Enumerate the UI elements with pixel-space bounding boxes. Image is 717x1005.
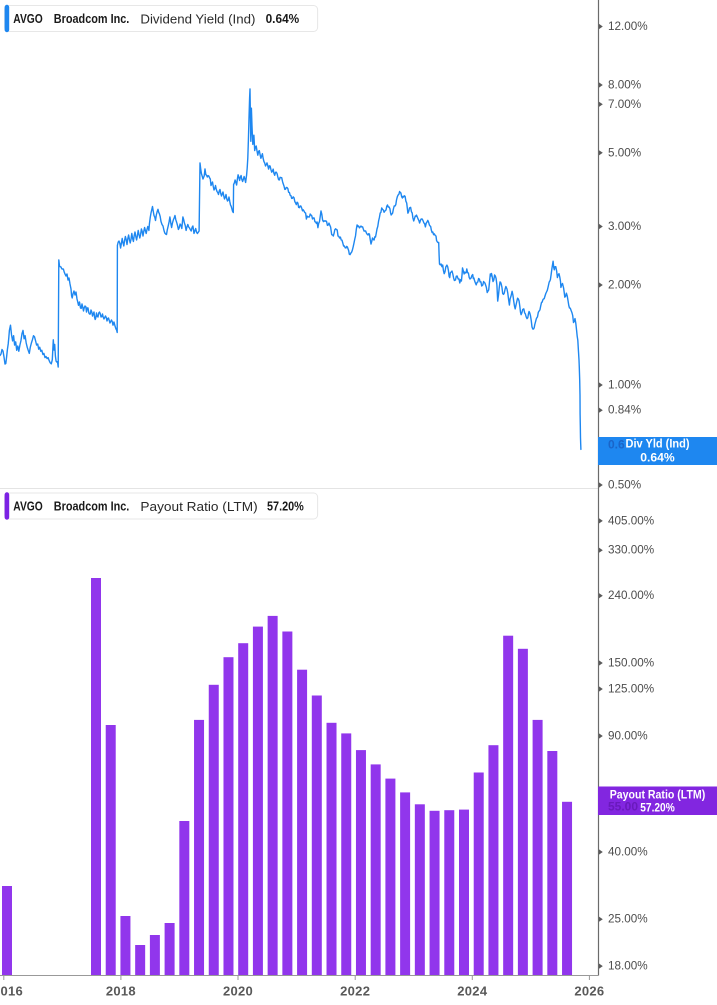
svg-text:2.00%: 2.00% bbox=[608, 279, 641, 292]
svg-text:Payout Ratio (LTM): Payout Ratio (LTM) bbox=[140, 499, 257, 514]
svg-text:55.00: 55.00 bbox=[608, 800, 638, 814]
svg-text:125.00%: 125.00% bbox=[608, 683, 654, 696]
svg-text:5.00%: 5.00% bbox=[608, 146, 641, 159]
svg-text:0.84%: 0.84% bbox=[608, 404, 641, 417]
svg-text:Payout Ratio (LTM): Payout Ratio (LTM) bbox=[610, 790, 706, 802]
svg-text:25.00%: 25.00% bbox=[608, 913, 648, 926]
svg-text:0.64%: 0.64% bbox=[640, 451, 675, 465]
svg-text:40.00%: 40.00% bbox=[608, 846, 648, 859]
svg-text:2024: 2024 bbox=[457, 983, 488, 998]
svg-text:12.00%: 12.00% bbox=[608, 20, 648, 33]
svg-text:57.20%: 57.20% bbox=[640, 801, 675, 815]
svg-text:7.00%: 7.00% bbox=[608, 98, 641, 111]
svg-text:90.00%: 90.00% bbox=[608, 730, 648, 743]
svg-text:0.64%: 0.64% bbox=[266, 12, 300, 26]
svg-text:2022: 2022 bbox=[340, 983, 370, 998]
svg-text:0.6: 0.6 bbox=[608, 438, 625, 452]
svg-text:2020: 2020 bbox=[223, 983, 253, 998]
svg-text:AVGO: AVGO bbox=[13, 12, 43, 26]
svg-text:Broadcom Inc.: Broadcom Inc. bbox=[54, 12, 130, 26]
svg-text:1.00%: 1.00% bbox=[608, 379, 641, 392]
svg-text:3.00%: 3.00% bbox=[608, 220, 641, 233]
svg-text:Broadcom Inc.: Broadcom Inc. bbox=[54, 500, 130, 514]
svg-text:2018: 2018 bbox=[106, 983, 136, 998]
svg-text:57.20%: 57.20% bbox=[267, 500, 304, 514]
svg-text:330.00%: 330.00% bbox=[608, 544, 654, 557]
svg-text:150.00%: 150.00% bbox=[608, 657, 654, 670]
svg-text:AVGO: AVGO bbox=[13, 500, 43, 514]
svg-text:240.00%: 240.00% bbox=[608, 589, 654, 602]
svg-text:2016: 2016 bbox=[0, 983, 23, 998]
svg-text:8.00%: 8.00% bbox=[608, 79, 641, 92]
svg-text:Div Yld (Ind): Div Yld (Ind) bbox=[626, 439, 690, 451]
svg-text:0.50%: 0.50% bbox=[608, 479, 641, 492]
svg-text:405.00%: 405.00% bbox=[608, 514, 654, 527]
svg-text:2026: 2026 bbox=[574, 983, 604, 998]
svg-text:18.00%: 18.00% bbox=[608, 960, 648, 973]
svg-text:Dividend Yield (Ind): Dividend Yield (Ind) bbox=[140, 12, 255, 27]
